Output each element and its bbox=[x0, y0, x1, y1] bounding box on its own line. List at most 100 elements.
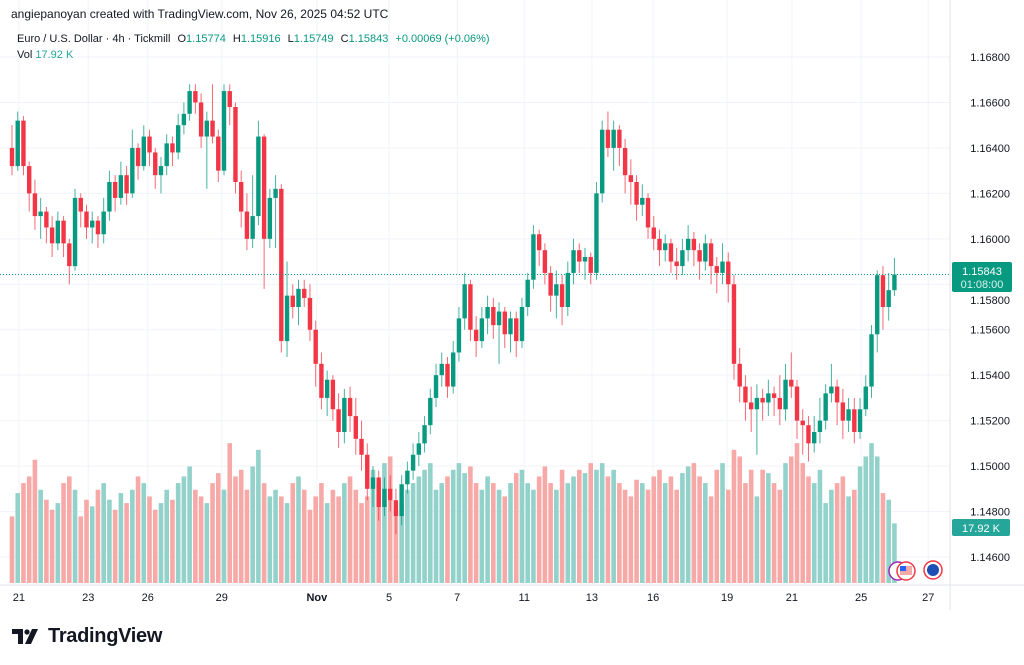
volume-bar bbox=[559, 469, 565, 583]
candle-down bbox=[731, 275, 737, 380]
candle-down bbox=[777, 375, 783, 426]
candle-down bbox=[239, 170, 244, 228]
volume-bar bbox=[273, 489, 278, 583]
volume-bar bbox=[445, 476, 450, 583]
candle-body bbox=[703, 243, 708, 262]
candle-up bbox=[130, 129, 135, 198]
volume-bar bbox=[135, 476, 141, 583]
candle-body bbox=[565, 272, 571, 307]
candle-body bbox=[141, 136, 146, 167]
candle-body bbox=[227, 91, 232, 107]
candle-body bbox=[330, 379, 336, 410]
volume-bar bbox=[863, 456, 869, 583]
candle-up bbox=[181, 102, 187, 135]
candle-up bbox=[267, 188, 273, 248]
candle-down bbox=[794, 379, 800, 439]
candle-down bbox=[806, 416, 811, 462]
x-tick-label: 16 bbox=[647, 592, 659, 604]
symbol-name[interactable]: Euro / U.S. Dollar · 4h · Tickmill bbox=[17, 33, 171, 45]
candle-body bbox=[857, 409, 863, 432]
volume-tag: 17.92 K bbox=[952, 519, 1010, 536]
candle-up bbox=[663, 234, 668, 262]
y-tick-label: 1.15600 bbox=[970, 325, 1010, 337]
volume-bar bbox=[588, 463, 594, 583]
volume-bar bbox=[657, 469, 662, 583]
volume-bar bbox=[141, 483, 147, 583]
candle-body bbox=[244, 211, 250, 239]
candle-body bbox=[748, 402, 754, 410]
candle-up bbox=[525, 272, 530, 317]
volume-bar bbox=[565, 483, 571, 583]
volume-bar bbox=[433, 489, 439, 583]
candle-up bbox=[599, 120, 605, 203]
candle-up bbox=[857, 397, 863, 439]
volume-bar bbox=[731, 449, 737, 583]
volume-bar bbox=[382, 463, 387, 583]
volume-bar bbox=[697, 476, 702, 583]
volume-bar bbox=[336, 496, 341, 583]
volume-bar bbox=[32, 459, 38, 583]
candle-body bbox=[279, 188, 284, 342]
volume-bar bbox=[101, 483, 106, 583]
tradingview-logo[interactable]: TradingView bbox=[12, 625, 162, 648]
y-tick-label: 1.16600 bbox=[970, 97, 1010, 109]
candle-up bbox=[342, 388, 347, 444]
candle-body bbox=[118, 175, 124, 198]
candle-up bbox=[221, 84, 227, 176]
candle-up bbox=[72, 188, 78, 271]
candle-up bbox=[685, 225, 691, 262]
volume-label[interactable]: Vol bbox=[17, 49, 33, 61]
volume-bar bbox=[892, 523, 897, 583]
volume-bar bbox=[462, 473, 467, 583]
candle-body bbox=[708, 243, 714, 267]
candle-body bbox=[158, 166, 164, 176]
candle-body bbox=[514, 318, 519, 342]
candle-down bbox=[32, 179, 38, 230]
candle-body bbox=[261, 136, 267, 239]
candle-body bbox=[691, 238, 697, 251]
candle-body bbox=[175, 125, 181, 153]
candle-body bbox=[124, 175, 129, 194]
volume-bar bbox=[748, 469, 754, 583]
candle-down bbox=[67, 238, 72, 285]
candle-up bbox=[439, 352, 444, 387]
candle-body bbox=[410, 454, 416, 471]
candle-body bbox=[789, 379, 794, 387]
volume-bar bbox=[152, 509, 158, 583]
candle-down bbox=[548, 266, 553, 312]
candle-body bbox=[72, 197, 78, 267]
candle-body bbox=[502, 311, 507, 335]
candle-body bbox=[342, 397, 347, 432]
candle-body bbox=[473, 329, 479, 342]
candle-up bbox=[817, 397, 823, 444]
candle-body bbox=[577, 250, 582, 262]
y-tick-label: 1.15400 bbox=[970, 370, 1010, 382]
volume-bar bbox=[324, 503, 330, 583]
candle-down bbox=[760, 388, 765, 421]
candle-body bbox=[273, 188, 278, 198]
volume-bar bbox=[857, 466, 863, 583]
candle-up bbox=[370, 466, 376, 507]
volume-bar bbox=[554, 489, 559, 583]
candle-up bbox=[141, 125, 146, 171]
volume-bar bbox=[370, 469, 376, 583]
volume-bar bbox=[210, 483, 215, 583]
candle-up bbox=[164, 134, 169, 176]
volume-bar bbox=[307, 509, 313, 583]
open-value: 1.15774 bbox=[186, 33, 226, 45]
candle-body bbox=[462, 284, 467, 319]
volume-bar bbox=[89, 506, 95, 583]
candle-up bbox=[783, 363, 788, 421]
volume-bar bbox=[44, 499, 49, 583]
volume-bar bbox=[256, 449, 261, 583]
volume-bar bbox=[840, 476, 846, 583]
candle-down bbox=[26, 161, 32, 212]
volume-bar bbox=[26, 476, 32, 583]
candle-body bbox=[496, 311, 502, 326]
candle-body bbox=[697, 250, 702, 262]
volume-legend: Vol 17.92 K bbox=[17, 49, 73, 61]
candle-body bbox=[153, 152, 158, 176]
last-price-tag: 1.15843 01:08:00 bbox=[952, 262, 1012, 292]
candle-up bbox=[554, 270, 559, 319]
